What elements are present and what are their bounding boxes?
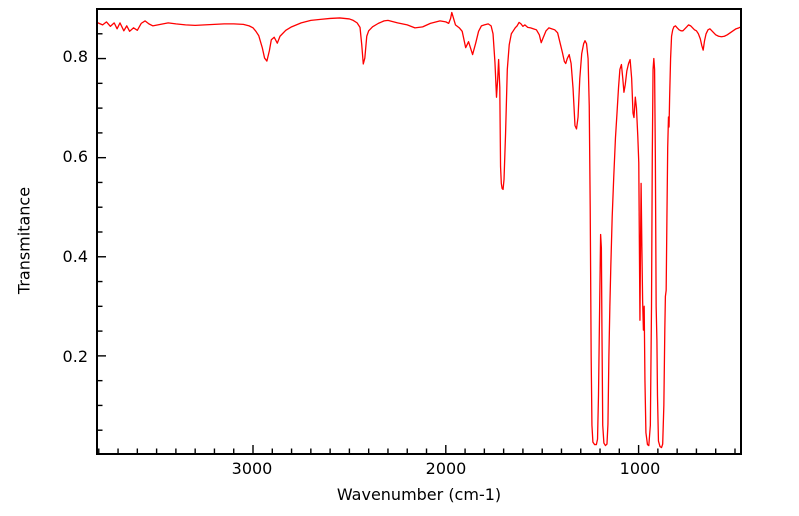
y-tick-label-0.2: 0.2 [62,347,88,366]
spectrum-plot-svg [98,11,740,453]
axis-ticks [98,33,736,453]
x-tick-label-1000: 1000 [619,459,661,478]
spectrum-line [98,11,740,449]
y-tick-label-0.6: 0.6 [62,147,88,166]
plot-area [96,8,742,455]
y-axis-title: Transmitance [14,186,34,295]
y-tick-label-0.4: 0.4 [62,247,88,266]
y-tick-label-0.8: 0.8 [62,47,88,66]
x-tick-label-2000: 2000 [425,459,467,478]
x-axis-title: Wavenumber (cm-1) [336,485,502,504]
x-tick-label-3000: 3000 [231,459,273,478]
